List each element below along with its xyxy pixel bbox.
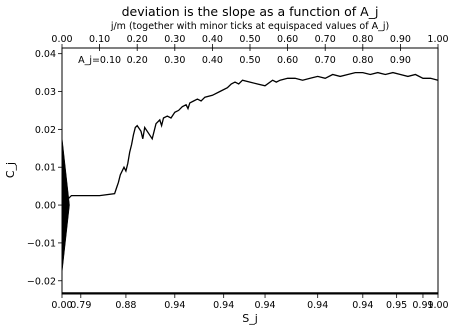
bottom-tick-label: 0.94 (164, 300, 185, 311)
minor-tick-label: 0.40 (202, 55, 223, 66)
bottom-tick-label: 0.94 (213, 300, 234, 311)
series-line (61, 71, 439, 206)
top-tick-label: 0.50 (239, 34, 260, 45)
y-tick-label: −0.02 (27, 276, 56, 287)
minor-tick-label: 0.80 (352, 55, 373, 66)
chart-title: deviation is the slope as a function of … (122, 4, 379, 19)
y-tick-label: 0.04 (35, 49, 56, 60)
x-axis-label: S_j (242, 312, 258, 325)
top-tick-label: 0.90 (390, 34, 411, 45)
bottom-tick-label: 1.00 (427, 300, 448, 311)
minor-tick-label: 0.50 (239, 55, 260, 66)
plot-frame (61, 47, 439, 295)
top-tick-label: 0.10 (89, 34, 110, 45)
top-tick-label: 0.30 (164, 34, 185, 45)
bottom-tick-label: 0.99 (412, 300, 433, 311)
y-axis-label: C_j (4, 162, 17, 178)
y-tick-label: −0.01 (27, 238, 56, 249)
minor-tick-label: 0.90 (390, 55, 411, 66)
top-axis-label: j/m (together with minor ticks at equisp… (110, 21, 389, 32)
minor-tick-label: 0.20 (127, 55, 148, 66)
top-tick-label: 0.00 (51, 34, 72, 45)
top-tick-label: 0.80 (352, 34, 373, 45)
y-tick-label: 0.01 (35, 163, 56, 174)
y-tick-label: 0.00 (35, 201, 56, 212)
y-tick-label: 0.03 (35, 87, 56, 98)
bottom-tick-label: 0.94 (352, 300, 373, 311)
minor-tick-label: 0.60 (277, 55, 298, 66)
bottom-tick-label: 0.88 (115, 300, 136, 311)
top-tick-label: 1.00 (427, 34, 448, 45)
bottom-tick-label: 0.94 (254, 300, 275, 311)
bottom-tick-label: 0.95 (386, 300, 407, 311)
minor-tick-label: 0.70 (315, 55, 336, 66)
y-tick-label: 0.02 (35, 125, 56, 136)
top-tick-label: 0.70 (315, 34, 336, 45)
plot-area: −0.02 −0.01 0.00 0.01 0.02 0.03 0.04 0.00 0.10 0.… (27, 34, 449, 311)
spike-wedge (61, 136, 70, 274)
bottom-tick-label: 0.94 (307, 300, 328, 311)
top-tick-label: 0.40 (202, 34, 223, 45)
minor-tick-label: A_j=0.10 (78, 55, 121, 66)
top-tick-label: 0.60 (277, 34, 298, 45)
minor-tick-label: 0.30 (164, 55, 185, 66)
top-tick-label: 0.20 (127, 34, 148, 45)
bottom-tick-label: 0.00 (51, 300, 72, 311)
bottom-tick-label: 0.79 (70, 300, 91, 311)
